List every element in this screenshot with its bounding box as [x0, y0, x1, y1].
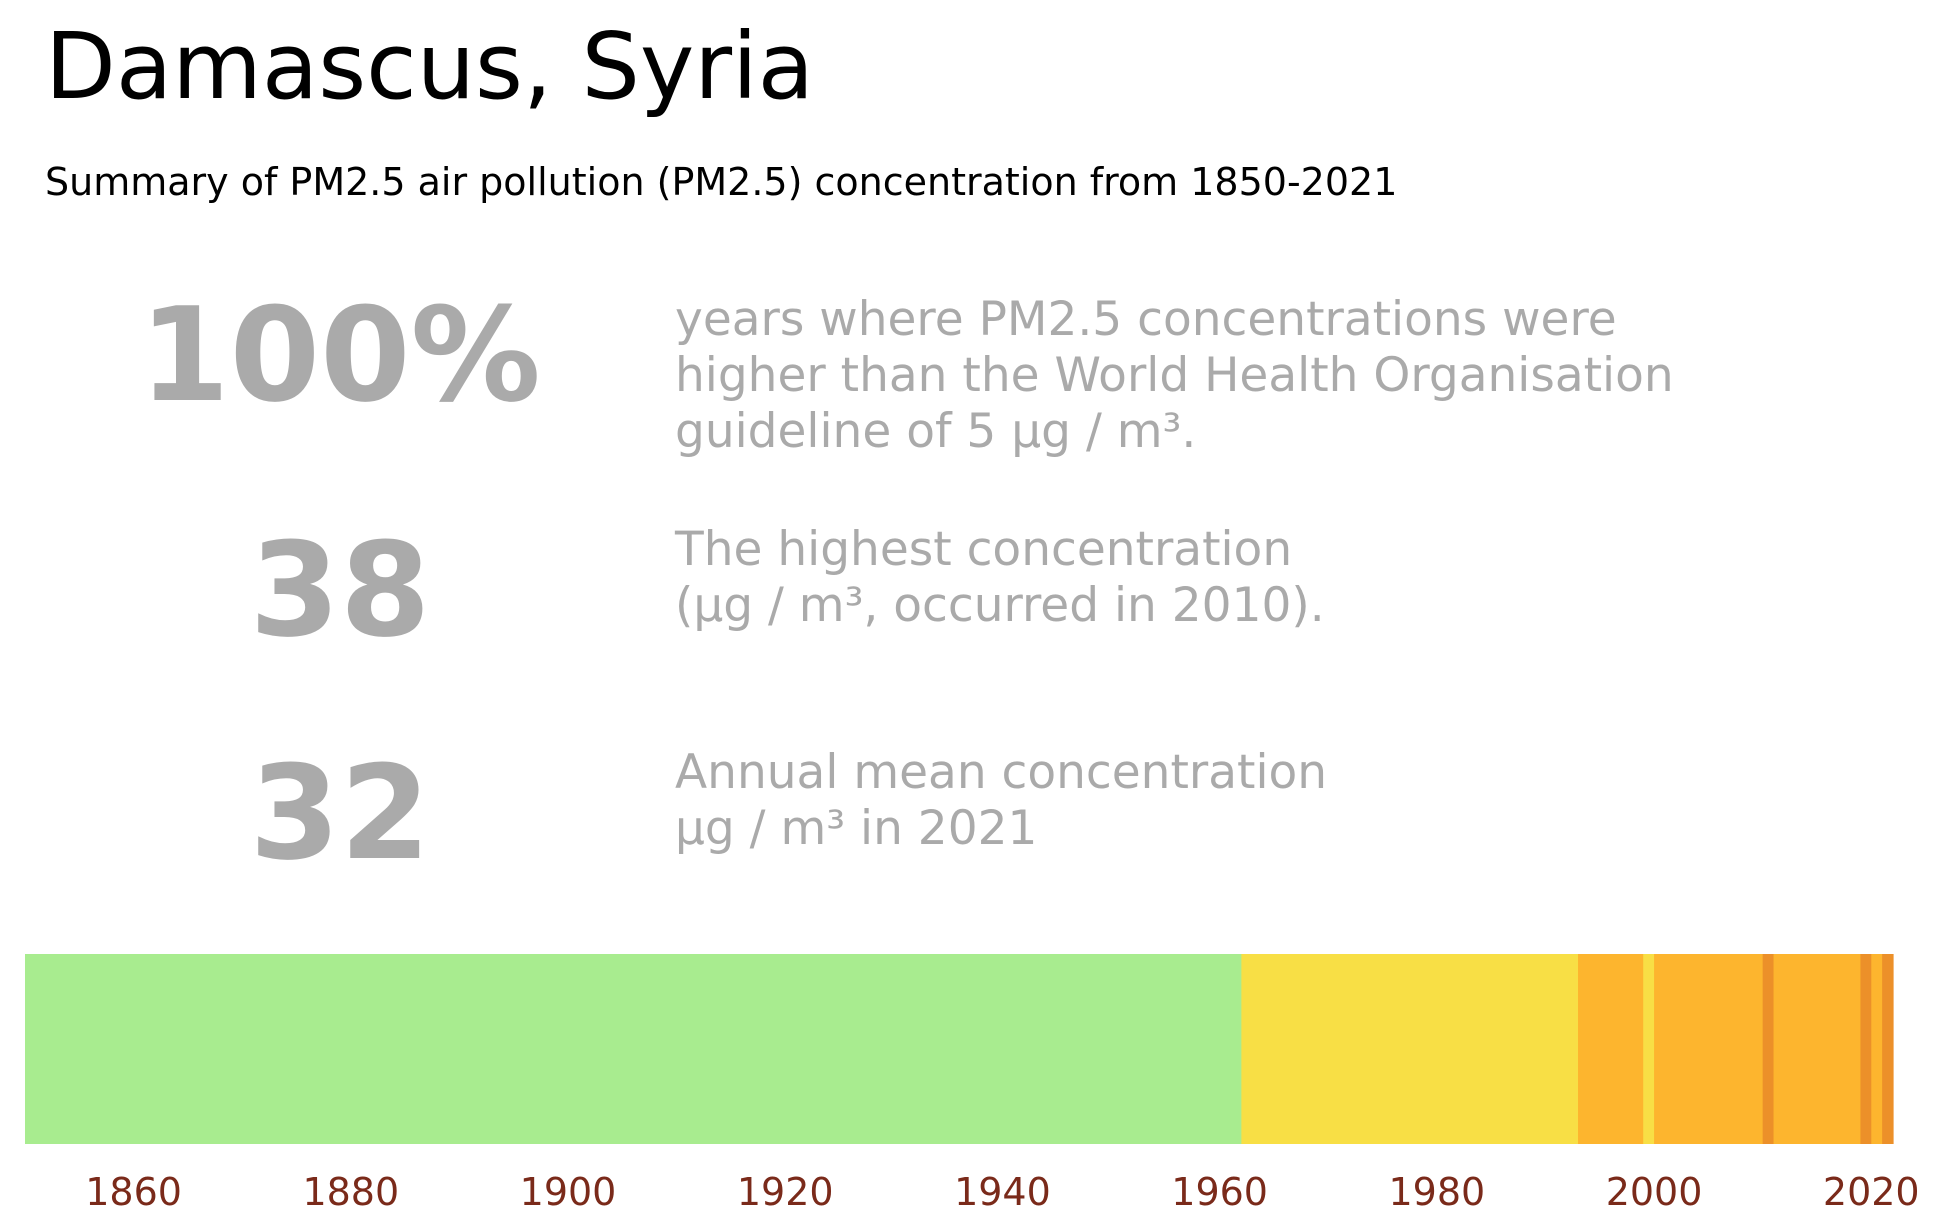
stat-annual-mean-text: Annual mean concentration µg / m³ in 202…: [675, 745, 1328, 856]
x-tick-label-1880: 1880: [302, 1170, 399, 1214]
x-tick-label-2020: 2020: [1823, 1170, 1920, 1214]
page-subtitle: Summary of PM2.5 air pollution (PM2.5) c…: [45, 160, 1398, 204]
x-tick-label-1960: 1960: [1171, 1170, 1268, 1214]
stat-annual-mean-value: 32: [249, 737, 431, 889]
stripe-segment-2010: [1762, 954, 1775, 1144]
stripe-segment-2011: [1773, 954, 1862, 1144]
stripe-segment-2020: [1871, 954, 1883, 1144]
x-tick-label-2000: 2000: [1606, 1170, 1703, 1214]
stat-percent-above-guideline-text: years where PM2.5 concentrations were hi…: [675, 292, 1674, 459]
x-tick-label-1860: 1860: [85, 1170, 182, 1214]
stripe-segment-1993: [1578, 954, 1644, 1144]
x-tick-label-1980: 1980: [1389, 1170, 1486, 1214]
stripe-segment-1850: [25, 954, 1242, 1144]
stripe-segment-2019: [1860, 954, 1872, 1144]
x-tick-label-1940: 1940: [954, 1170, 1051, 1214]
page-title: Damascus, Syria: [45, 13, 815, 120]
stripe-segment-1962: [1241, 954, 1579, 1144]
stat-highest-concentration-value: 38: [249, 514, 431, 666]
x-tick-label-1900: 1900: [520, 1170, 617, 1214]
stat-highest-concentration-text: The highest concentration (µg / m³, occu…: [675, 522, 1325, 633]
stripe-segment-1999: [1643, 954, 1655, 1144]
stripe-segment-2000: [1654, 954, 1764, 1144]
stripe-segment-2021: [1882, 954, 1894, 1144]
stat-percent-above-guideline-value: 100%: [139, 279, 541, 431]
x-tick-label-1920: 1920: [737, 1170, 834, 1214]
